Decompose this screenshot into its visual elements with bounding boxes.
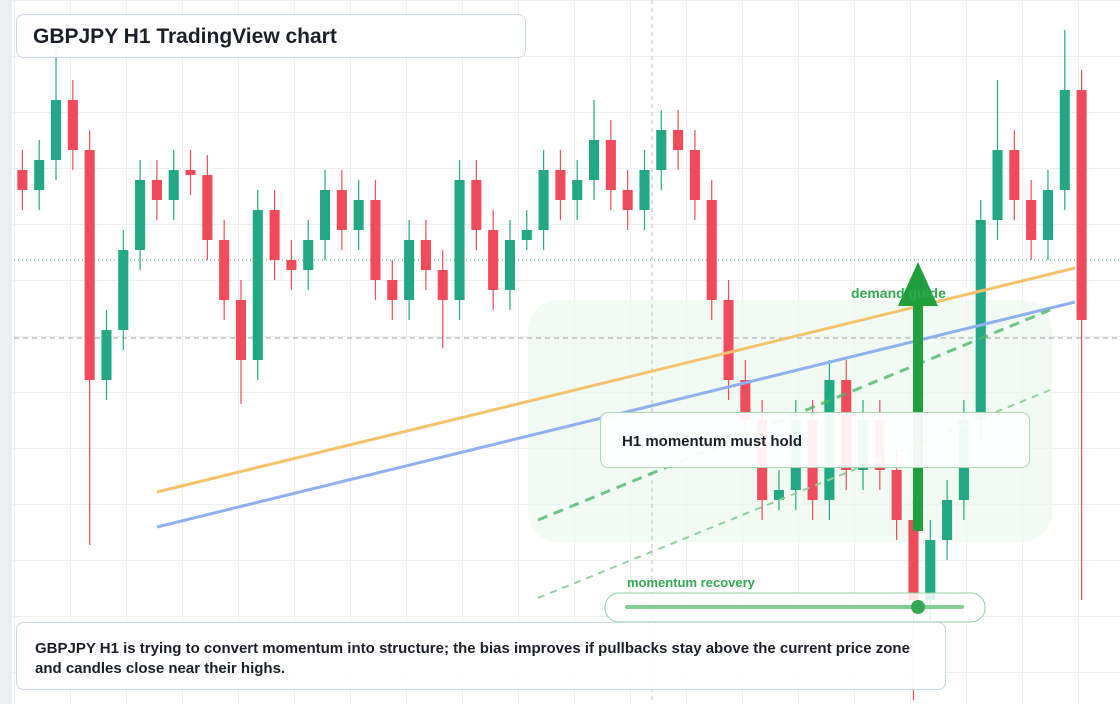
demand-label: demand guide <box>851 285 946 301</box>
candle-body <box>538 170 549 230</box>
candle-body <box>572 180 583 200</box>
candle-body <box>1026 200 1037 240</box>
candle-body <box>1059 90 1070 190</box>
candle-body <box>656 130 667 170</box>
candle-body <box>219 240 230 300</box>
candle-body <box>942 500 953 540</box>
candle-body <box>135 180 146 250</box>
candle-body <box>639 170 650 210</box>
arrow-head <box>898 262 938 306</box>
candle-body <box>50 100 62 160</box>
title-box: GBPJPY H1 TradingView chart <box>16 14 526 58</box>
candle-body <box>420 240 431 270</box>
candle-body <box>202 175 213 240</box>
candle-body <box>269 210 280 260</box>
candle-body <box>908 520 919 600</box>
callout-text: H1 momentum must hold <box>622 433 803 450</box>
candle-body <box>521 230 532 240</box>
candle-body <box>471 180 482 230</box>
candle-body <box>891 470 902 520</box>
candle-body <box>303 240 314 270</box>
title: GBPJPY H1 TradingView chart <box>33 25 337 48</box>
candle-body <box>34 160 45 190</box>
candle-body <box>706 200 717 300</box>
candle-body <box>605 140 616 190</box>
candle-body <box>689 150 700 200</box>
candle-body <box>185 170 196 175</box>
candle-body <box>1042 190 1054 240</box>
candle-body <box>723 300 734 380</box>
slider-label: momentum recovery <box>627 575 756 590</box>
candle-body <box>1076 90 1087 320</box>
candle-body <box>353 200 364 230</box>
candle-body <box>673 130 684 150</box>
candle-body <box>773 490 785 500</box>
note-box: GBPJPY H1 is trying to convert momentum … <box>16 622 946 690</box>
candle-body <box>118 250 129 330</box>
candle-body <box>504 240 516 290</box>
note: GBPJPY H1 is trying to convert momentum … <box>35 640 910 677</box>
candle-body <box>252 210 263 360</box>
candle-body <box>1009 150 1020 200</box>
candle-body <box>740 380 751 420</box>
candle-body <box>622 190 633 210</box>
candle-body <box>992 150 1003 220</box>
callout: H1 momentum must hold <box>600 412 1030 468</box>
candle-body <box>168 170 179 200</box>
candle-body <box>437 270 448 300</box>
candle-body <box>286 260 297 270</box>
candle-body <box>84 150 95 380</box>
candle-body <box>387 280 398 300</box>
candle-body <box>588 140 600 180</box>
candle-body <box>235 300 247 360</box>
left-edge <box>0 0 12 704</box>
slider-knob[interactable] <box>911 600 925 614</box>
candle-body <box>404 240 415 300</box>
candle-body <box>17 170 28 190</box>
candle-body <box>370 200 381 280</box>
candle-body <box>975 220 986 420</box>
candle-body <box>555 170 566 200</box>
candle-body <box>151 180 162 200</box>
candle-body <box>488 230 499 290</box>
candle-body <box>336 190 347 230</box>
candle-body <box>319 190 331 240</box>
candle-body <box>101 330 112 380</box>
candle-body <box>925 540 936 600</box>
candle-body <box>67 100 78 150</box>
candle-body <box>454 180 465 300</box>
